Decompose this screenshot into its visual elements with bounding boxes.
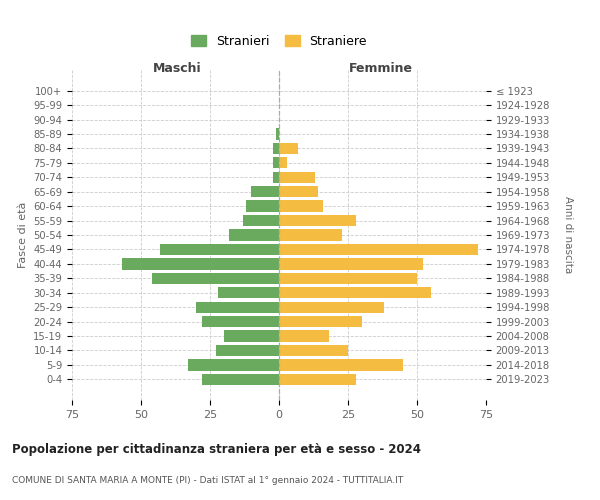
Bar (279, 287, 431, 298)
Bar (122, 258, 279, 270)
Bar (279, 330, 329, 342)
Text: Femmine: Femmine (349, 62, 413, 74)
Bar (279, 172, 315, 183)
Bar (202, 316, 279, 328)
Bar (279, 142, 298, 154)
Bar (274, 172, 279, 183)
Text: Popolazione per cittadinanza straniera per età e sesso - 2024: Popolazione per cittadinanza straniera p… (12, 442, 421, 456)
Bar (274, 142, 279, 154)
Bar (279, 230, 343, 240)
Bar (246, 200, 279, 212)
Y-axis label: Fasce di età: Fasce di età (17, 202, 28, 268)
Text: COMUNE DI SANTA MARIA A MONTE (PI) - Dati ISTAT al 1° gennaio 2024 - TUTTITALIA.: COMUNE DI SANTA MARIA A MONTE (PI) - Dat… (12, 476, 403, 485)
Bar (152, 272, 279, 284)
Y-axis label: Anni di nascita: Anni di nascita (563, 196, 573, 274)
Bar (279, 374, 356, 385)
Bar (251, 186, 279, 198)
Bar (274, 157, 279, 168)
Bar (279, 157, 287, 168)
Bar (243, 215, 279, 226)
Bar (218, 287, 279, 298)
Bar (279, 272, 417, 284)
Bar (188, 360, 279, 370)
Bar (279, 360, 403, 370)
Bar (279, 302, 384, 313)
Bar (279, 186, 317, 198)
Bar (229, 230, 279, 240)
Bar (279, 345, 348, 356)
Text: Maschi: Maschi (152, 62, 201, 74)
Legend: Stranieri, Straniere: Stranieri, Straniere (186, 30, 372, 53)
Bar (279, 244, 478, 255)
Bar (224, 330, 279, 342)
Bar (160, 244, 279, 255)
Bar (279, 215, 356, 226)
Bar (202, 374, 279, 385)
Bar (279, 258, 422, 270)
Bar (215, 345, 279, 356)
Bar (276, 128, 279, 140)
Bar (279, 200, 323, 212)
Bar (196, 302, 279, 313)
Bar (279, 316, 362, 328)
